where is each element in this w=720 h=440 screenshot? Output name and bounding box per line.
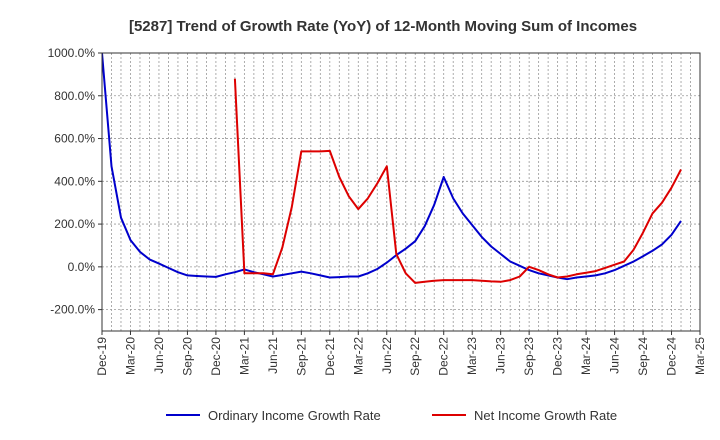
x-tick-label: Jun-22: [380, 337, 394, 374]
y-tick-label: 1000.0%: [48, 46, 96, 60]
y-tick-label: 600.0%: [54, 132, 95, 146]
x-tick-label: Mar-22: [351, 337, 365, 375]
x-tick-label: Mar-20: [123, 337, 137, 375]
y-tick-label: 800.0%: [54, 89, 95, 103]
x-tick-label: Jun-20: [152, 337, 166, 374]
y-tick-label: -200.0%: [50, 303, 95, 317]
y-tick-label: 0.0%: [68, 260, 96, 274]
x-tick-label: Sep-23: [522, 337, 536, 376]
net-income-line: [233, 78, 682, 284]
x-tick-label: Sep-22: [408, 337, 422, 376]
y-axis-ticks: 1000.0% 800.0% 600.0% 400.0% 200.0% 0.0% -200.…: [48, 46, 102, 317]
x-tick-label: Dec-21: [323, 337, 337, 376]
x-tick-label: Mar-23: [465, 337, 479, 375]
chart-title: [5287] Trend of Growth Rate (YoY) of 12-…: [129, 18, 637, 35]
x-tick-label: Mar-21: [237, 337, 251, 375]
ordinary-income-line: [102, 53, 682, 281]
legend: Ordinary Income Growth Rate Net Income Gr…: [166, 408, 617, 423]
x-tick-label: Dec-24: [665, 337, 679, 376]
legend-label: Net Income Growth Rate: [474, 408, 617, 423]
x-tick-label: Jun-21: [266, 337, 280, 374]
grid-lines: [102, 52, 700, 331]
x-tick-label: Sep-24: [636, 337, 650, 376]
x-tick-label: Dec-22: [437, 337, 451, 376]
plot-frame: [101, 52, 701, 332]
series-lines: [102, 53, 682, 284]
x-tick-label: Mar-25: [693, 337, 707, 375]
x-tick-label: Sep-21: [294, 337, 308, 376]
y-tick-label: 200.0%: [54, 217, 95, 231]
x-tick-label: Dec-20: [209, 337, 223, 376]
legend-label: Ordinary Income Growth Rate: [208, 408, 381, 423]
x-axis-ticks: Dec-19 Mar-20 Jun-20 Sep-20 Dec-20 Mar-21 Jun-…: [95, 331, 707, 376]
x-tick-label: Dec-23: [551, 337, 565, 376]
x-tick-label: Mar-24: [579, 337, 593, 375]
x-tick-label: Sep-20: [180, 337, 194, 376]
x-tick-label: Jun-23: [494, 337, 508, 374]
x-tick-label: Jun-24: [608, 337, 622, 374]
y-tick-label: 400.0%: [54, 174, 95, 188]
x-tick-label: Dec-19: [95, 337, 109, 376]
